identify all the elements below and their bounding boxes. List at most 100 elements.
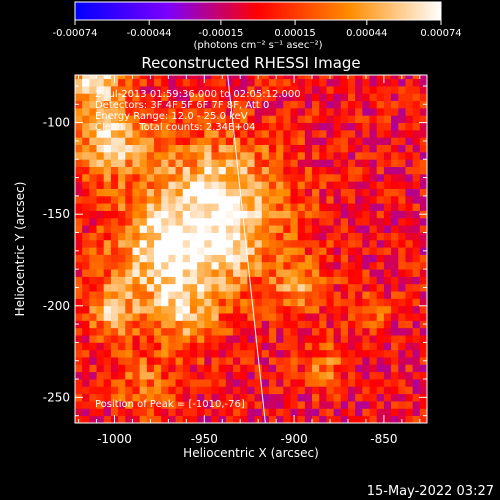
heatmap-cell [139, 93, 148, 102]
heatmap-cell [362, 225, 370, 233]
heatmap-cell [362, 100, 370, 109]
heatmap-cell [347, 144, 356, 153]
heatmap-cell [182, 93, 191, 102]
info-time-range: 2-Jul-2013 01:59:36.000 to 02:05:12.000 [95, 89, 301, 100]
heatmap-cell [383, 298, 392, 307]
heatmap-cell [103, 401, 112, 409]
heatmap-cell [139, 342, 148, 351]
heatmap-cell [103, 305, 112, 314]
heatmap-cell [319, 379, 327, 387]
heatmap-cell [419, 85, 427, 94]
heatmap-cell [82, 239, 90, 248]
heatmap-cell [340, 247, 349, 255]
heatmap-cell [110, 276, 119, 285]
colorbar [74, 1, 442, 21]
heatmap-cell [261, 386, 270, 395]
heatmap-cell [412, 349, 421, 358]
heatmap-cell [419, 313, 427, 321]
heatmap-cell [362, 144, 370, 153]
heatmap-cell [319, 93, 327, 102]
heatmap-cell [118, 85, 126, 94]
heatmap-cell [182, 261, 191, 270]
heatmap-cell [398, 386, 406, 395]
heatmap-cell [261, 379, 270, 387]
heatmap-cell [247, 195, 255, 204]
heatmap-cell [103, 225, 112, 233]
heatmap-cell [383, 408, 392, 417]
heatmap-cell [182, 283, 191, 292]
heatmap-cell [362, 188, 370, 197]
heatmap-cell [103, 261, 112, 270]
heatmap-cell [182, 298, 191, 307]
heatmap-cell [268, 210, 277, 219]
heatmap-cell [168, 291, 176, 299]
heatmap-cell [297, 166, 306, 175]
heatmap-cell [125, 85, 133, 94]
heatmap-cell [355, 335, 363, 343]
heatmap-cell [161, 115, 169, 124]
heatmap-cell [276, 357, 284, 365]
heatmap-cell [175, 210, 184, 219]
heatmap-cell [139, 393, 148, 402]
heatmap-cell [347, 415, 356, 423]
heatmap-cell [168, 93, 176, 102]
heatmap-cell [340, 357, 349, 365]
heatmap-cell [204, 379, 212, 387]
heatmap-cell [82, 408, 90, 417]
heatmap-cell [132, 261, 141, 270]
heatmap-cell [391, 371, 399, 380]
heatmap-cell [225, 239, 234, 248]
heatmap-cell [369, 232, 378, 241]
heatmap-cell [290, 159, 299, 167]
heatmap-cell [304, 181, 313, 189]
heatmap-cell [261, 151, 270, 160]
heatmap-cell [355, 305, 363, 314]
heatmap-cell [211, 298, 220, 307]
heatmap-cell [247, 261, 255, 270]
heatmap-cell [312, 313, 320, 321]
heatmap-cell [340, 78, 349, 87]
heatmap-cell [283, 364, 291, 373]
heatmap-cell [326, 188, 335, 197]
heatmap-cell [369, 342, 378, 351]
heatmap-cell [419, 166, 427, 175]
heatmap-cell [211, 261, 220, 270]
heatmap-cell [340, 75, 349, 80]
heatmap-cell [161, 122, 169, 131]
heatmap-cell [75, 364, 83, 373]
heatmap-cell [319, 393, 327, 402]
heatmap-cell [261, 75, 270, 80]
heatmap-cell [340, 379, 349, 387]
heatmap-cell [182, 210, 191, 219]
heatmap-cell [254, 386, 263, 395]
heatmap-cell [247, 93, 255, 102]
heatmap-cell [326, 393, 335, 402]
heatmap-cell [132, 144, 141, 153]
heatmap-cell [161, 247, 169, 255]
heatmap-cell [125, 151, 133, 160]
heatmap-cell [75, 203, 83, 211]
heatmap-cell [103, 371, 112, 380]
heatmap-cell [211, 122, 220, 131]
heatmap-cell [204, 320, 212, 329]
heatmap-cell [405, 335, 414, 343]
heatmap-cell [347, 254, 356, 263]
heatmap-cell [146, 364, 155, 373]
heatmap-cell [189, 115, 198, 124]
heatmap-cell [398, 254, 406, 263]
heatmap-cell [139, 247, 148, 255]
heatmap-cell [139, 151, 148, 160]
heatmap-cell [412, 305, 421, 314]
heatmap-cell [312, 349, 320, 358]
heatmap-cell [347, 115, 356, 124]
heatmap-cell [204, 181, 212, 189]
heatmap-cell [89, 393, 97, 402]
heatmap-cell [312, 283, 320, 292]
heatmap-cell [340, 151, 349, 160]
heatmap-cell [276, 122, 284, 131]
heatmap-cell [333, 137, 342, 145]
heatmap-cell [398, 85, 406, 94]
heatmap-cell [340, 283, 349, 292]
heatmap-cell [197, 305, 205, 314]
heatmap-cell [326, 181, 335, 189]
